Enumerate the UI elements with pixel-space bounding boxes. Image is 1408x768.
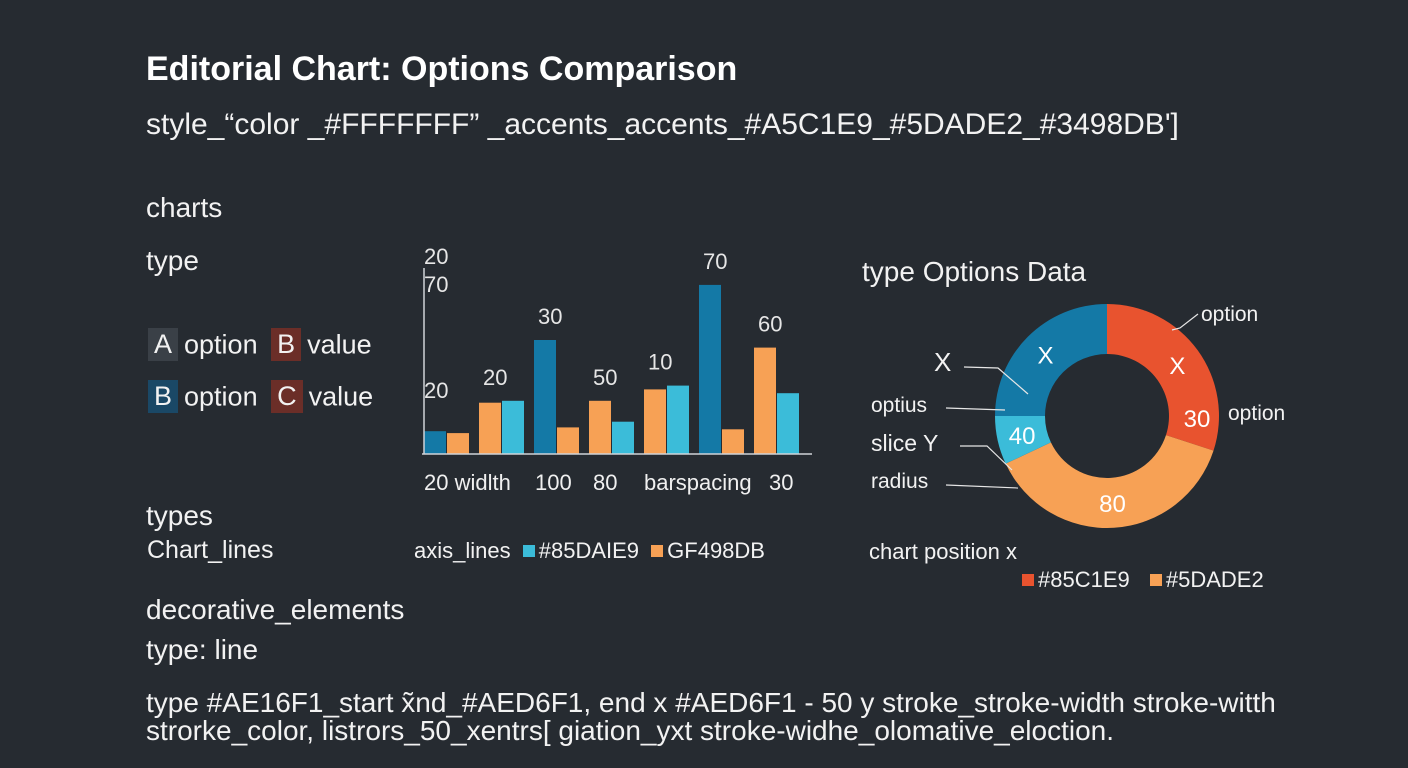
- donut-annotation: X: [934, 347, 951, 377]
- bar: [699, 284, 721, 454]
- legend-item: #5DADE2: [1165, 567, 1264, 593]
- bar: [612, 421, 634, 454]
- legend-swatch-blue: [522, 545, 535, 558]
- slice-label: 30: [1184, 406, 1211, 433]
- charts-label: charts: [146, 192, 223, 223]
- donut-slice: [995, 304, 1107, 416]
- legend-text: value: [308, 381, 374, 412]
- badge-b: B: [148, 380, 179, 414]
- legend-swatch-red: [1022, 574, 1034, 587]
- bar: [447, 433, 469, 454]
- donut-annotation: slice Y: [871, 430, 938, 456]
- axis-lines-text: axis_lines: [414, 538, 511, 564]
- y-tick-label: 70: [424, 272, 448, 297]
- badge-b: B: [271, 328, 302, 362]
- donut-annotation: option: [1201, 303, 1258, 326]
- x-tick-label: 100: [535, 470, 572, 495]
- donut-slice: [1005, 435, 1214, 529]
- bar-data-label: 10: [648, 350, 672, 375]
- y-tick-label: 20: [424, 244, 448, 269]
- x-tick-label: 20 widlth: [424, 470, 511, 495]
- type-line-label: type: line: [146, 634, 259, 665]
- bar-chart: 20 30 50 10 70 60 20 70 20 20 widlth 100 80 b…: [422, 244, 812, 495]
- donut-title: type Options Data: [862, 256, 1087, 287]
- slice-label: 40: [1009, 423, 1036, 450]
- bar-data-label: 70: [703, 249, 727, 274]
- slice-label: X: [1169, 353, 1185, 380]
- bar: [754, 347, 776, 454]
- bar: [479, 402, 501, 454]
- chart-lines-label: Chart_lines: [147, 536, 274, 564]
- style-subtitle: style_“color _#FFFFFFF” _accents_accents…: [146, 108, 1179, 141]
- donut-legend: #85C1E9 #5DADE2: [1016, 566, 1264, 593]
- legend-text: value: [307, 329, 372, 360]
- y-tick-label: 20: [424, 378, 448, 403]
- leader-line: [945, 484, 1019, 489]
- leader-line: [963, 366, 1029, 395]
- badge-c: C: [271, 380, 303, 414]
- bar: [502, 400, 524, 454]
- x-tick-label: barspacing: [644, 470, 752, 495]
- chart-title: Editorial Chart: Options Comparison: [146, 50, 738, 88]
- footer-line-2: strorke_color, listrors_50_xentrs[ giati…: [146, 715, 1115, 746]
- bar-data-label: 60: [758, 312, 782, 337]
- leader-line: [1171, 313, 1199, 331]
- legend-item: GF498DB: [667, 538, 765, 564]
- legend-item: #85DAIE9: [538, 538, 640, 564]
- bar-legend: axis_lines #85DAIE9 GF498DB: [414, 537, 765, 564]
- donut-annotation: radius: [871, 470, 928, 493]
- type-label: type: [146, 245, 199, 276]
- slice-label: 80: [1099, 491, 1126, 518]
- bar: [667, 385, 689, 454]
- x-tick-label: 80: [593, 470, 617, 495]
- chart-position-label: chart position x: [869, 539, 1017, 564]
- bar: [722, 429, 744, 454]
- bar: [644, 389, 666, 454]
- bar: [557, 427, 579, 454]
- footer-line-1: type #AE16F1_start x̃nd_#AED6F1, end x #…: [146, 687, 1276, 718]
- leader-line: [945, 407, 1006, 411]
- donut-annotation: optius: [871, 394, 927, 417]
- legend-swatch-orange: [1149, 574, 1162, 587]
- bar: [534, 340, 556, 454]
- legend-item: #85C1E9: [1038, 567, 1130, 593]
- legend-text: option: [184, 329, 258, 360]
- bar: [424, 431, 446, 454]
- x-tick-label: 30: [769, 470, 793, 495]
- bar: [589, 400, 611, 454]
- types-label: types: [146, 500, 213, 531]
- donut-annotation: option: [1228, 402, 1285, 425]
- badge-a: A: [148, 328, 179, 362]
- legend-text: option: [184, 381, 258, 412]
- bar-data-label: 50: [593, 365, 617, 390]
- donut-slice: [995, 416, 1051, 464]
- decorative-elements-label: decorative_elements: [146, 594, 405, 625]
- slice-label: X: [1037, 342, 1053, 369]
- legend-swatch-orange: [651, 545, 664, 558]
- leader-line: [960, 445, 1013, 471]
- bar-data-label: 30: [538, 304, 562, 329]
- bar-data-label: 20: [483, 365, 507, 390]
- bar: [777, 393, 799, 454]
- donut-slice: [1107, 304, 1219, 451]
